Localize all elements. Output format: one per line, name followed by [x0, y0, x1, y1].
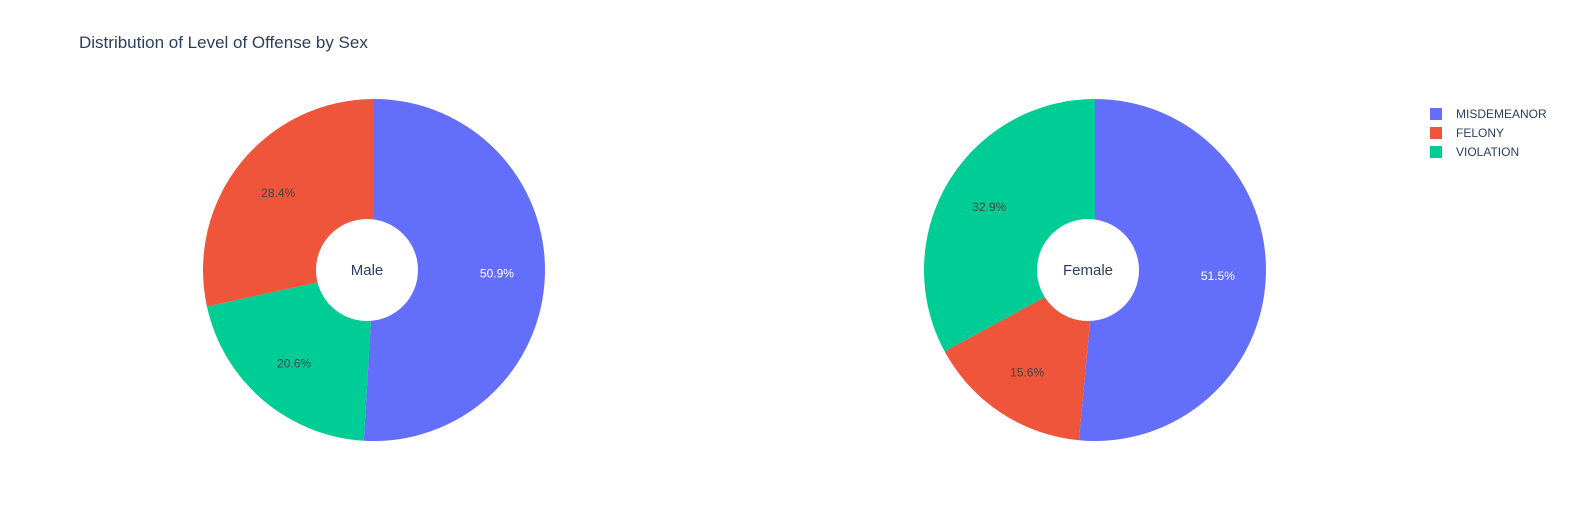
legend-item-felony[interactable]: FELONY — [1430, 123, 1547, 142]
legend-swatch-felony — [1430, 126, 1442, 139]
slice-male-misdemeanor[interactable] — [363, 99, 545, 441]
center-label-male: Male — [351, 262, 384, 279]
legend-label-felony: FELONY — [1456, 125, 1505, 140]
slice-label-male-felony: 28.4% — [261, 186, 295, 200]
slice-female-felony[interactable] — [944, 270, 1095, 441]
slice-label-male-violation: 20.6% — [277, 356, 311, 370]
legend-swatch-violation — [1430, 145, 1442, 158]
legend-label-misdemeanor: MISDEMEANOR — [1456, 106, 1547, 121]
legend-swatch-misdemeanor — [1430, 107, 1442, 120]
donut-hole-female — [1037, 219, 1139, 321]
slice-label-male-misdemeanor: 50.9% — [480, 267, 514, 281]
slice-female-misdemeanor[interactable] — [1078, 99, 1266, 441]
pie-female: 51.5% 15.6% 32.9% Female — [923, 99, 1266, 441]
slice-label-female-violation: 32.9% — [972, 200, 1006, 214]
legend-item-violation[interactable]: VIOLATION — [1430, 142, 1547, 161]
center-label-female: Female — [1063, 262, 1113, 279]
chart-title: Distribution of Level of Offense by Sex — [79, 33, 368, 52]
donut-hole-male — [316, 219, 418, 321]
slice-label-female-misdemeanor: 51.5% — [1201, 269, 1235, 283]
slice-male-violation[interactable] — [206, 270, 374, 441]
pie-male: 50.9% 20.6% 28.4% Male — [203, 99, 545, 441]
slice-label-female-felony: 15.6% — [1010, 366, 1044, 380]
legend-label-violation: VIOLATION — [1456, 144, 1520, 159]
legend: MISDEMEANOR FELONY VIOLATION — [1430, 104, 1547, 161]
legend-item-misdemeanor[interactable]: MISDEMEANOR — [1430, 104, 1547, 123]
